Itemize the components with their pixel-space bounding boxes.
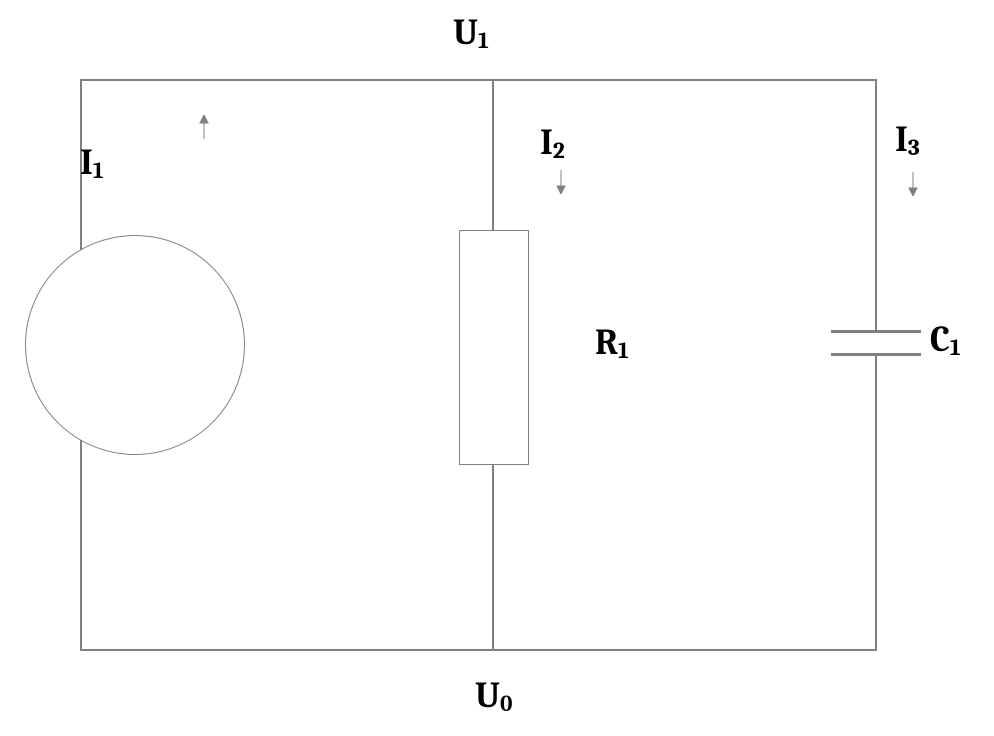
current-source	[25, 235, 245, 455]
arrow-i1	[198, 115, 210, 139]
circuit-diagram: U1 U0 I1 I2 I3 R1 C1	[0, 0, 994, 736]
label-r1-sub: 1	[618, 337, 629, 364]
label-i1: I1	[80, 145, 104, 181]
wire-top	[80, 79, 877, 81]
arrow-i2	[555, 170, 567, 194]
label-i1-sub: 1	[93, 157, 104, 184]
wire-right-lower	[875, 356, 877, 651]
capacitor-bottom-plate	[831, 353, 921, 356]
label-i3: I3	[895, 122, 920, 158]
capacitor-top-plate	[831, 330, 921, 333]
label-c1: C1	[930, 322, 961, 358]
arrow-i3	[907, 172, 919, 196]
wire-mid-upper	[492, 79, 494, 232]
resistor-r1	[459, 230, 529, 465]
wire-bottom	[80, 649, 877, 651]
label-u0-text: U	[475, 675, 500, 716]
label-i3-text: I	[895, 119, 908, 160]
label-i2-sub: 2	[553, 137, 565, 164]
label-u1-text: U	[453, 12, 478, 53]
label-i2: I2	[540, 125, 565, 161]
label-u1: U1	[453, 15, 489, 51]
wire-right-upper	[875, 79, 877, 333]
label-u1-sub: 1	[478, 27, 489, 54]
label-u0: U0	[475, 678, 513, 714]
label-i2-text: I	[540, 122, 553, 163]
label-u0-sub: 0	[500, 690, 512, 717]
label-r1: R1	[595, 325, 629, 361]
label-c1-text: C	[930, 319, 950, 360]
label-i3-sub: 3	[908, 134, 920, 161]
label-i1-text: I	[80, 142, 93, 183]
wire-mid-lower	[492, 463, 494, 651]
label-c1-sub: 1	[950, 334, 961, 361]
label-r1-text: R	[595, 322, 618, 363]
